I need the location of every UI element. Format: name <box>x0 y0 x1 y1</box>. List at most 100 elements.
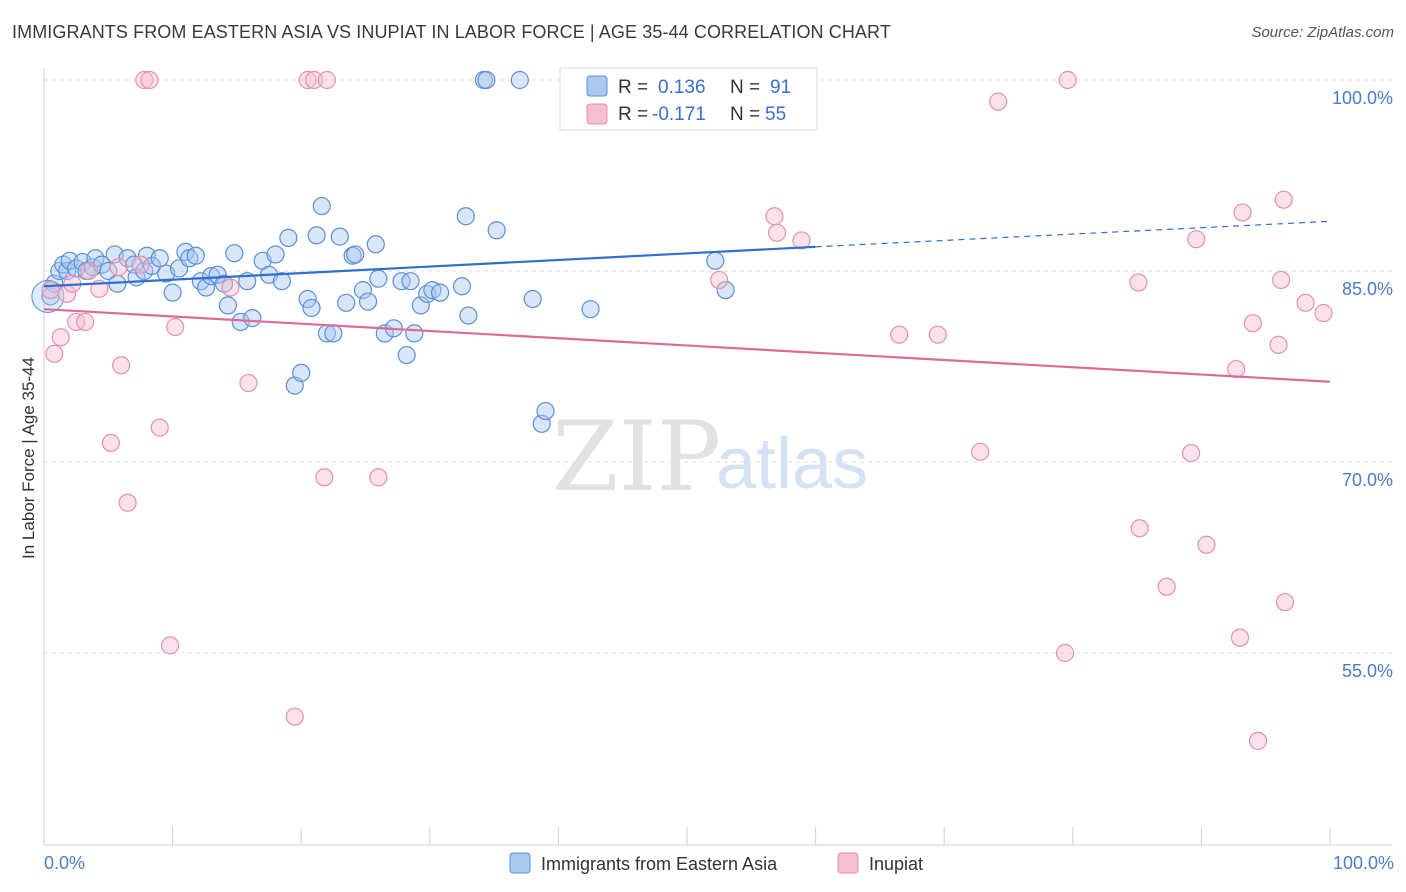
inupiat-point <box>79 261 99 281</box>
inupiat-point <box>51 328 70 347</box>
source-label: Source: ZipAtlas.com <box>1251 24 1394 41</box>
inupiat-point <box>317 70 337 90</box>
inupiat-point <box>1269 335 1288 354</box>
legend-n-label-1: N = <box>730 77 760 98</box>
inupiat-point <box>135 70 154 90</box>
inupiat-point <box>304 70 324 90</box>
legend-swatch-blue <box>586 75 608 97</box>
eastern-asia-point <box>279 228 298 247</box>
eastern-asia-point <box>307 226 326 245</box>
grid-lines <box>44 79 1392 654</box>
inupiat-point <box>166 317 185 337</box>
legend-r-value-2: -0.171 <box>652 104 706 125</box>
eastern-asia-point <box>346 245 365 264</box>
eastern-asia-point <box>186 246 205 265</box>
eastern-asia-point <box>243 309 262 328</box>
eastern-asia-point <box>302 298 321 318</box>
inupiat-point <box>890 325 909 344</box>
stats-legend: R = 0.136 N = 91 R = -0.171 N = 55 <box>559 67 818 131</box>
inupiat-point <box>239 373 258 393</box>
inupiat-point <box>1296 293 1315 312</box>
eastern-asia-point <box>459 306 478 325</box>
inupiat-point <box>1272 270 1291 290</box>
eastern-asia-point <box>411 296 430 315</box>
inupiat-point <box>1243 314 1262 333</box>
inupiat-point <box>765 207 784 226</box>
inupiat-point <box>1197 535 1216 554</box>
inupiat-point <box>1274 190 1293 209</box>
inupiat-point <box>140 70 159 90</box>
eastern-asia-trend-line <box>43 245 816 288</box>
legend-swatch-inupiat <box>837 852 859 874</box>
eastern-asia-point <box>456 207 475 226</box>
eastern-asia-point <box>523 289 542 309</box>
eastern-asia-point <box>142 256 162 276</box>
legend-swatch-pink <box>586 103 608 125</box>
inupiat-point <box>150 418 169 437</box>
inupiat-point <box>1275 592 1295 612</box>
inupiat-point <box>1058 70 1077 90</box>
axes <box>43 68 1392 846</box>
eastern-asia-point <box>536 401 555 421</box>
inupiat-point <box>221 278 240 297</box>
inupiat-point <box>160 636 180 655</box>
eastern-asia-point <box>163 283 182 302</box>
inupiat-point <box>1227 359 1246 379</box>
inupiat-point <box>41 281 60 300</box>
inupiat-point <box>1129 273 1148 292</box>
eastern-asia-point <box>298 289 317 309</box>
eastern-asia-point <box>581 300 600 319</box>
eastern-asia-point <box>358 292 378 311</box>
eastern-asia-trend-extension <box>815 220 1331 248</box>
eastern-asia-point <box>208 265 227 284</box>
eastern-asia-point <box>324 324 343 343</box>
inupiat-point <box>1182 443 1201 463</box>
x-tick-max: 100.0% <box>1333 853 1394 873</box>
legend-n-value-1: 91 <box>770 77 791 98</box>
eastern-asia-point <box>272 272 292 291</box>
inupiat-point <box>989 92 1008 111</box>
inupiat-point <box>1130 519 1149 538</box>
eastern-asia-point <box>430 283 450 302</box>
inupiat-point <box>112 356 131 375</box>
eastern-asia-point <box>292 363 311 382</box>
series-eastern-asia-points <box>31 70 745 433</box>
inupiat-point <box>1314 303 1333 323</box>
eastern-asia-point <box>231 312 250 332</box>
eastern-asia-point <box>266 245 285 264</box>
eastern-asia-point <box>716 281 735 300</box>
inupiat-point <box>285 707 304 726</box>
legend-n-label-2: N = <box>730 104 760 125</box>
legend-n-value-2: 55 <box>765 104 786 125</box>
inupiat-point <box>1187 230 1206 249</box>
eastern-asia-point <box>405 324 424 343</box>
eastern-asia-point <box>397 345 416 365</box>
y-tick-labels: 55.0% 70.0% 85.0% 100.0% <box>1332 88 1393 681</box>
legend-r-value-1: 0.136 <box>658 77 706 98</box>
watermark: ZIP atlas <box>552 401 868 513</box>
eastern-asia-point <box>401 272 420 291</box>
eastern-asia-point <box>330 227 349 246</box>
eastern-asia-point <box>337 293 356 312</box>
eastern-asia-cluster-point <box>31 279 65 313</box>
eastern-asia-point <box>60 251 79 270</box>
y-tick-label: 55.0% <box>1342 661 1393 681</box>
legend-r-label-2: R = <box>618 104 648 125</box>
inupiat-point <box>315 468 334 487</box>
inupiat-point <box>767 223 787 242</box>
inupiat-point <box>298 70 317 90</box>
eastern-asia-point <box>99 261 118 281</box>
inupiat-point <box>131 255 150 274</box>
inupiat-point <box>1230 628 1250 647</box>
inupiat-point <box>971 442 990 461</box>
inupiat-point <box>76 312 95 332</box>
eastern-asia-point <box>706 251 725 270</box>
series-legend: Immigrants from Eastern Asia Inupiat <box>509 852 923 874</box>
y-tick-label: 85.0% <box>1342 279 1393 299</box>
eastern-asia-point <box>353 281 373 300</box>
inupiat-point <box>1055 643 1075 663</box>
eastern-asia-point <box>477 70 496 90</box>
inupiat-point <box>109 258 128 277</box>
inupiat-point <box>710 270 729 290</box>
